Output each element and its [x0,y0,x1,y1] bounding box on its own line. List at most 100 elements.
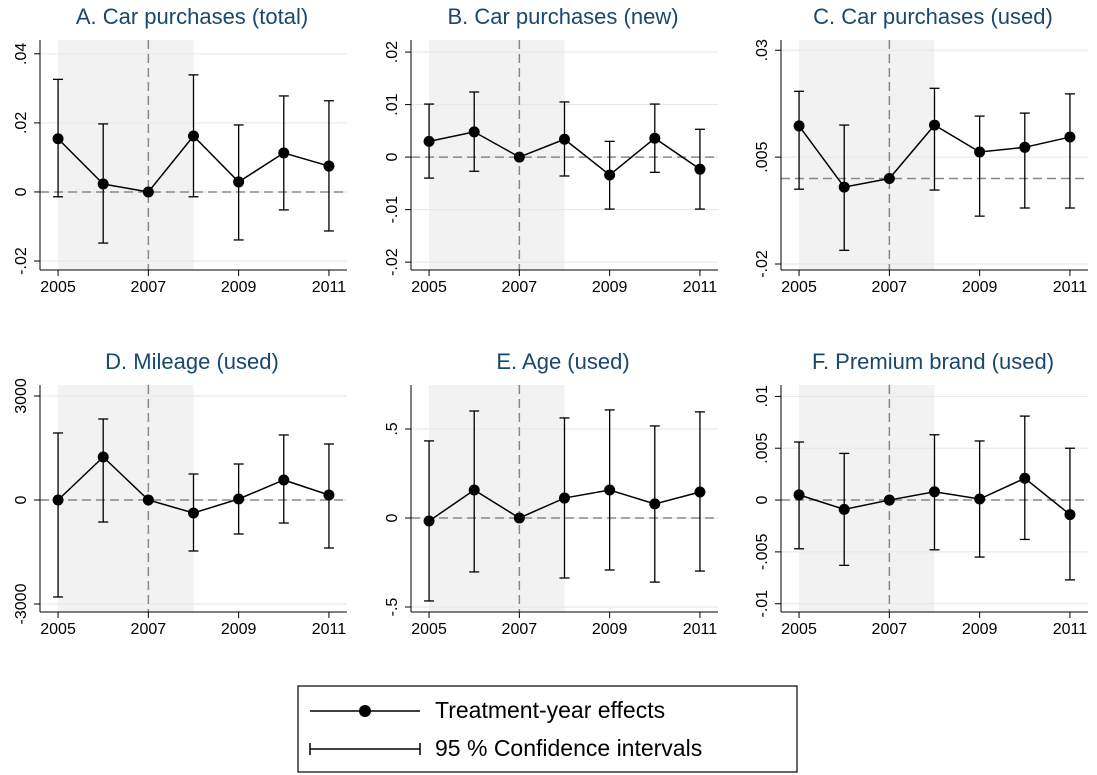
effect-point [838,503,850,515]
y-tick-label: 3000 [13,378,30,414]
x-tick-label: 2005 [40,621,76,638]
x-tick-label: 2007 [131,621,167,638]
effect-point [649,132,661,144]
x-tick-label: 2011 [683,279,718,296]
effect-point [468,484,480,496]
x-tick-label: 2007 [502,621,538,638]
x-tick-label: 2007 [872,621,908,638]
effect-point [468,126,480,138]
y-tick-label: 0 [384,513,401,522]
y-tick-label: .5 [384,422,401,435]
effect-point [974,146,986,158]
effect-point [233,176,245,188]
effect-point [233,493,245,505]
panel-title: C. Car purchases (used) [813,4,1053,29]
shaded-period [58,385,194,612]
x-tick-label: 2011 [1053,279,1088,296]
shaded-period [429,40,565,270]
effect-point [97,451,109,463]
effect-point [649,498,661,510]
shaded-period [799,40,935,270]
y-tick-label: -.005 [754,534,771,571]
effect-point [838,181,850,193]
shaded-period [58,40,194,270]
y-tick-label: .04 [13,43,30,65]
panel-title: B. Car purchases (new) [447,4,678,29]
error-bar [929,87,940,191]
x-tick-label: 2007 [131,279,167,296]
effect-point [423,515,435,527]
x-tick-label: 2011 [683,621,718,638]
effect-point [52,494,64,506]
panel-title: E. Age (used) [496,349,629,374]
x-tick-label: 2009 [221,621,257,638]
y-tick-label: .03 [754,39,771,61]
error-bar [53,432,64,598]
effect-point [793,120,805,132]
x-tick-label: 2005 [411,279,447,296]
x-tick-label: 2009 [962,279,998,296]
effect-point [604,484,616,496]
y-tick-label: -.02 [13,247,30,275]
effect-point [604,169,616,181]
effect-point [142,494,154,506]
shaded-period [429,385,565,612]
panel-title: F. Premium brand (used) [812,349,1054,374]
effect-point [142,186,154,198]
y-tick-label: 0 [13,187,30,196]
effect-point [323,489,335,501]
effect-point [793,489,805,501]
y-tick-label: 0 [754,496,771,505]
effect-point [1064,131,1076,143]
y-tick-label: 0 [13,495,30,504]
x-tick-label: 2009 [592,621,628,638]
error-bar [98,418,109,523]
panel-title: D. Mileage (used) [105,349,279,374]
x-tick-label: 2011 [312,621,347,638]
legend-label: Treatment-year effects [435,697,665,723]
effect-point [52,133,64,145]
y-tick-label: .01 [754,385,771,407]
effect-point [278,474,290,486]
y-tick-label: -.02 [384,248,401,276]
effect-point [513,512,525,524]
y-tick-label: 0 [384,153,401,162]
effect-point [188,130,199,142]
x-tick-label: 2011 [1053,621,1088,638]
effect-point [278,147,290,159]
shaded-period [799,385,935,612]
effect-point [694,486,706,498]
x-tick-label: 2009 [962,621,998,638]
y-tick-label: -.5 [384,598,401,617]
x-tick-label: 2005 [781,279,817,296]
effect-point [883,173,895,185]
effect-point [188,507,199,519]
x-tick-label: 2011 [312,279,347,296]
error-bar [1019,112,1030,209]
y-tick-label: -3000 [13,583,30,624]
x-tick-label: 2005 [40,279,76,296]
y-tick-label: .02 [13,112,30,134]
error-bar [974,115,985,217]
effect-point [929,119,940,131]
y-tick-label: .005 [754,141,771,172]
y-tick-label: .005 [754,433,771,464]
error-bar [1064,93,1075,209]
legend-marker [359,705,371,717]
y-tick-label: .02 [384,41,401,63]
effect-point [423,135,435,147]
error-bar [794,90,805,190]
y-tick-label: .01 [384,93,401,115]
effect-point [694,163,706,175]
legend-label: 95 % Confidence intervals [435,735,702,761]
effect-point [1064,509,1076,521]
x-tick-label: 2007 [872,279,908,296]
effect-point [1019,141,1031,153]
effect-point [559,492,570,504]
y-tick-label: -.02 [754,250,771,278]
x-tick-label: 2009 [221,279,257,296]
y-tick-label: -.01 [754,590,771,618]
x-tick-label: 2007 [502,279,538,296]
effect-point [513,151,525,163]
